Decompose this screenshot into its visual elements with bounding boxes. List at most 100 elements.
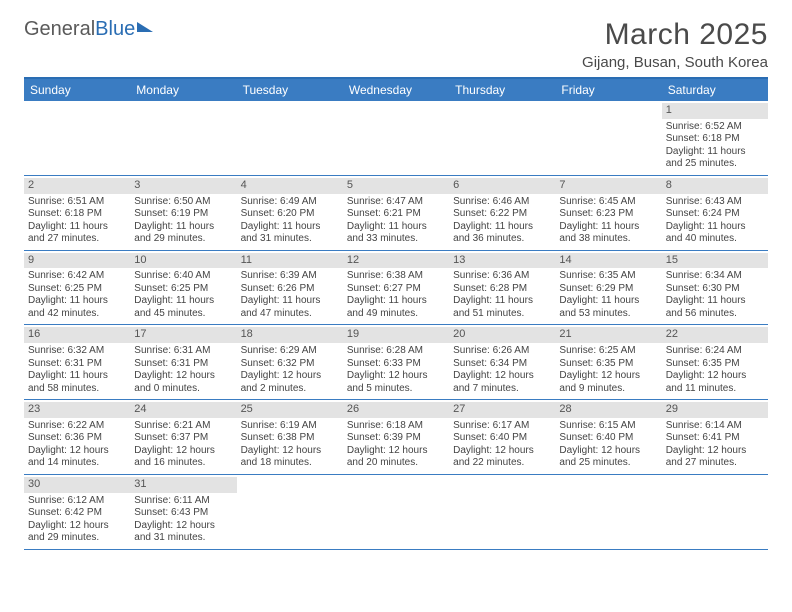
sunrise-text: Sunrise: 6:17 AM (453, 420, 551, 433)
sunset-text: Sunset: 6:26 PM (241, 283, 339, 296)
daylight-text: Daylight: 11 hours (666, 221, 764, 234)
calendar-cell: 23Sunrise: 6:22 AMSunset: 6:36 PMDayligh… (24, 400, 130, 474)
sunrise-text: Sunrise: 6:11 AM (134, 495, 232, 508)
sunrise-text: Sunrise: 6:24 AM (666, 345, 764, 358)
daylight-text: Daylight: 11 hours (241, 221, 339, 234)
daylight-text: Daylight: 11 hours (347, 295, 445, 308)
weekday-label: Saturday (662, 79, 768, 101)
day-number (237, 103, 343, 119)
calendar-cell: 16Sunrise: 6:32 AMSunset: 6:31 PMDayligh… (24, 325, 130, 399)
day-number: 18 (237, 327, 343, 343)
calendar-cell: 12Sunrise: 6:38 AMSunset: 6:27 PMDayligh… (343, 251, 449, 325)
daylight-text: and 0 minutes. (134, 383, 232, 396)
day-number: 11 (237, 253, 343, 269)
day-number: 22 (662, 327, 768, 343)
daylight-text: and 5 minutes. (347, 383, 445, 396)
calendar-cell: 5Sunrise: 6:47 AMSunset: 6:21 PMDaylight… (343, 176, 449, 250)
sunrise-text: Sunrise: 6:36 AM (453, 270, 551, 283)
weekday-label: Thursday (449, 79, 555, 101)
daylight-text: and 49 minutes. (347, 308, 445, 321)
calendar-cell-empty (237, 101, 343, 175)
day-number: 2 (24, 178, 130, 194)
sunset-text: Sunset: 6:35 PM (666, 358, 764, 371)
daylight-text: and 16 minutes. (134, 457, 232, 470)
daylight-text: Daylight: 12 hours (347, 370, 445, 383)
calendar-cell-empty (449, 475, 555, 549)
calendar-cell: 9Sunrise: 6:42 AMSunset: 6:25 PMDaylight… (24, 251, 130, 325)
daylight-text: Daylight: 12 hours (666, 370, 764, 383)
sunrise-text: Sunrise: 6:46 AM (453, 196, 551, 209)
weekday-label: Monday (130, 79, 236, 101)
day-number: 15 (662, 253, 768, 269)
daylight-text: and 2 minutes. (241, 383, 339, 396)
day-number: 21 (555, 327, 661, 343)
daylight-text: and 58 minutes. (28, 383, 126, 396)
brand-sail-icon (137, 22, 153, 32)
daylight-text: and 42 minutes. (28, 308, 126, 321)
calendar-cell: 30Sunrise: 6:12 AMSunset: 6:42 PMDayligh… (24, 475, 130, 549)
day-number: 27 (449, 402, 555, 418)
daylight-text: Daylight: 11 hours (28, 295, 126, 308)
sunset-text: Sunset: 6:33 PM (347, 358, 445, 371)
sunrise-text: Sunrise: 6:45 AM (559, 196, 657, 209)
sunrise-text: Sunrise: 6:35 AM (559, 270, 657, 283)
calendar-cell-empty (662, 475, 768, 549)
sunset-text: Sunset: 6:37 PM (134, 432, 232, 445)
daylight-text: Daylight: 11 hours (666, 146, 764, 159)
sunset-text: Sunset: 6:30 PM (666, 283, 764, 296)
calendar-cell-empty (555, 101, 661, 175)
sunrise-text: Sunrise: 6:34 AM (666, 270, 764, 283)
day-number: 9 (24, 253, 130, 269)
day-number: 3 (130, 178, 236, 194)
daylight-text: and 29 minutes. (134, 233, 232, 246)
sunset-text: Sunset: 6:36 PM (28, 432, 126, 445)
sunrise-text: Sunrise: 6:26 AM (453, 345, 551, 358)
calendar-cell: 20Sunrise: 6:26 AMSunset: 6:34 PMDayligh… (449, 325, 555, 399)
day-number (449, 477, 555, 493)
calendar-week: 16Sunrise: 6:32 AMSunset: 6:31 PMDayligh… (24, 325, 768, 400)
daylight-text: Daylight: 12 hours (559, 445, 657, 458)
day-number: 24 (130, 402, 236, 418)
brand-part1: General (24, 18, 95, 41)
day-number (130, 103, 236, 119)
sunset-text: Sunset: 6:31 PM (134, 358, 232, 371)
sunset-text: Sunset: 6:24 PM (666, 208, 764, 221)
calendar-cell: 31Sunrise: 6:11 AMSunset: 6:43 PMDayligh… (130, 475, 236, 549)
daylight-text: Daylight: 12 hours (134, 370, 232, 383)
weekday-label: Friday (555, 79, 661, 101)
sunset-text: Sunset: 6:40 PM (453, 432, 551, 445)
sunrise-text: Sunrise: 6:42 AM (28, 270, 126, 283)
sunrise-text: Sunrise: 6:49 AM (241, 196, 339, 209)
daylight-text: Daylight: 11 hours (453, 221, 551, 234)
daylight-text: Daylight: 11 hours (134, 295, 232, 308)
calendar-week: 23Sunrise: 6:22 AMSunset: 6:36 PMDayligh… (24, 400, 768, 475)
calendar-cell: 3Sunrise: 6:50 AMSunset: 6:19 PMDaylight… (130, 176, 236, 250)
weekday-label: Wednesday (343, 79, 449, 101)
daylight-text: and 25 minutes. (666, 158, 764, 171)
day-number (662, 477, 768, 493)
calendar-cell-empty (237, 475, 343, 549)
sunrise-text: Sunrise: 6:47 AM (347, 196, 445, 209)
day-number: 29 (662, 402, 768, 418)
brand-logo: GeneralBlue (24, 18, 153, 41)
daylight-text: and 11 minutes. (666, 383, 764, 396)
daylight-text: Daylight: 12 hours (453, 370, 551, 383)
sunrise-text: Sunrise: 6:12 AM (28, 495, 126, 508)
day-number: 28 (555, 402, 661, 418)
brand-part2: Blue (95, 18, 135, 41)
daylight-text: Daylight: 11 hours (559, 221, 657, 234)
daylight-text: Daylight: 11 hours (241, 295, 339, 308)
daylight-text: Daylight: 11 hours (347, 221, 445, 234)
daylight-text: and 51 minutes. (453, 308, 551, 321)
sunrise-text: Sunrise: 6:38 AM (347, 270, 445, 283)
calendar-cell: 24Sunrise: 6:21 AMSunset: 6:37 PMDayligh… (130, 400, 236, 474)
sunset-text: Sunset: 6:18 PM (666, 133, 764, 146)
sunset-text: Sunset: 6:31 PM (28, 358, 126, 371)
daylight-text: and 31 minutes. (241, 233, 339, 246)
daylight-text: and 29 minutes. (28, 532, 126, 545)
calendar-cell-empty (24, 101, 130, 175)
day-number: 6 (449, 178, 555, 194)
sunrise-text: Sunrise: 6:21 AM (134, 420, 232, 433)
calendar-cell: 25Sunrise: 6:19 AMSunset: 6:38 PMDayligh… (237, 400, 343, 474)
sunset-text: Sunset: 6:41 PM (666, 432, 764, 445)
